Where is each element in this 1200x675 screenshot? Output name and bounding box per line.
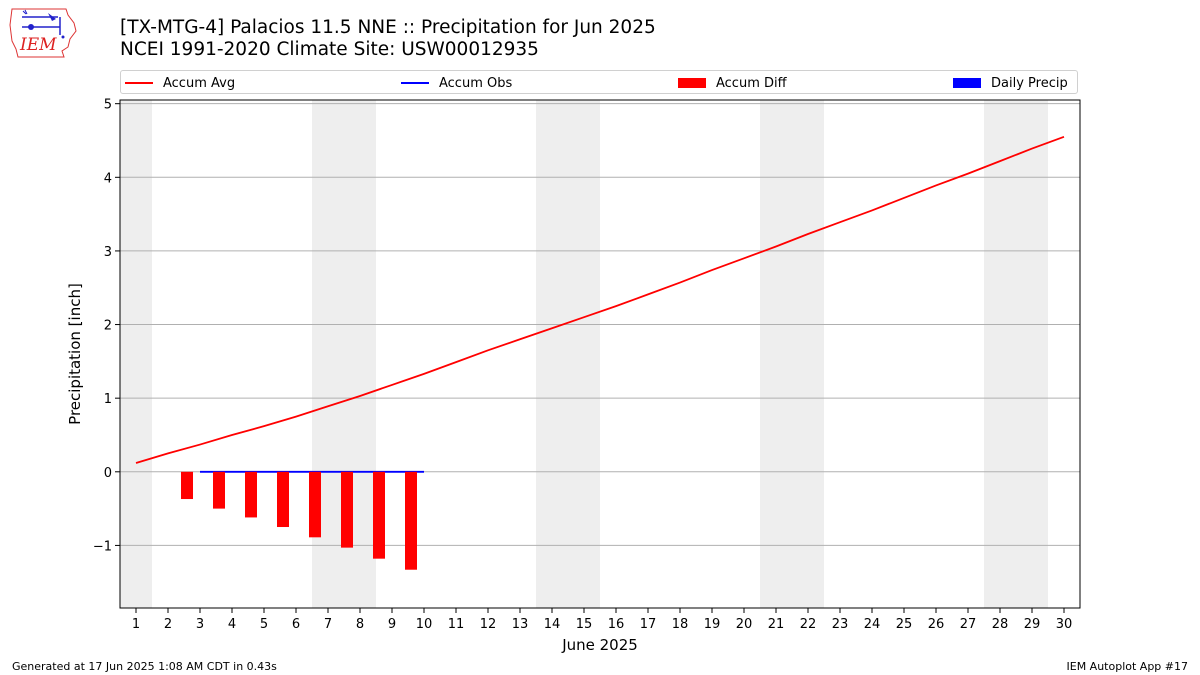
accum-diff-bar bbox=[213, 471, 225, 509]
plot-frame bbox=[119, 99, 1081, 609]
legend-swatch bbox=[678, 78, 706, 88]
accum-diff-bar bbox=[181, 471, 193, 500]
x-tick-label: 4 bbox=[228, 617, 236, 632]
x-tick-label: 3 bbox=[196, 617, 204, 632]
x-tick-label: 27 bbox=[960, 617, 977, 632]
x-tick-label: 23 bbox=[832, 617, 849, 632]
x-tick-label: 24 bbox=[864, 617, 881, 632]
accum-diff-bar bbox=[245, 471, 257, 518]
weekend-shading bbox=[536, 100, 600, 608]
y-tick-label: −1 bbox=[93, 539, 112, 554]
y-axis-label: Precipitation [inch] bbox=[66, 283, 84, 425]
legend-label: Accum Diff bbox=[716, 75, 787, 91]
x-tick-label: 30 bbox=[1056, 617, 1073, 632]
x-tick-label: 10 bbox=[416, 617, 433, 632]
legend-item-accum-diff: Accum Diff bbox=[678, 74, 787, 92]
legend-swatch bbox=[125, 82, 153, 84]
x-tick-label: 22 bbox=[800, 617, 817, 632]
accum-diff-bar bbox=[277, 471, 289, 528]
weekend-shading bbox=[984, 100, 1048, 608]
x-tick-label: 28 bbox=[992, 617, 1009, 632]
accum-avg-line bbox=[135, 135, 1065, 464]
legend-item-accum-avg: Accum Avg bbox=[125, 74, 235, 92]
x-tick-label: 21 bbox=[768, 617, 785, 632]
legend-item-accum-obs: Accum Obs bbox=[401, 74, 512, 92]
x-tick-label: 14 bbox=[544, 617, 561, 632]
weekend-shading bbox=[760, 100, 824, 608]
legend-item-daily-precip: Daily Precip bbox=[953, 74, 1068, 92]
x-tick-label: 29 bbox=[1024, 617, 1041, 632]
x-tick-label: 13 bbox=[512, 617, 529, 632]
legend: Accum Avg Accum Obs Accum Diff Daily Pre… bbox=[120, 70, 1078, 94]
legend-label: Accum Obs bbox=[439, 75, 513, 91]
y-tick-label: 2 bbox=[104, 319, 112, 334]
x-tick-label: 12 bbox=[480, 617, 497, 632]
legend-label: Accum Avg bbox=[163, 75, 236, 91]
x-tick-label: 7 bbox=[324, 617, 332, 632]
weekend-shading bbox=[120, 100, 152, 608]
legend-swatch bbox=[953, 78, 981, 88]
x-tick-label: 9 bbox=[388, 617, 396, 632]
x-tick-label: 1 bbox=[132, 617, 140, 632]
x-tick-label: 16 bbox=[608, 617, 625, 632]
y-tick-label: 4 bbox=[104, 171, 112, 186]
iem-logo: IEM bbox=[9, 8, 77, 58]
x-tick-label: 19 bbox=[704, 617, 721, 632]
legend-label: Daily Precip bbox=[991, 75, 1068, 91]
legend-swatch bbox=[401, 82, 429, 84]
x-tick-label: 20 bbox=[736, 617, 753, 632]
x-tick-label: 8 bbox=[356, 617, 364, 632]
y-tick-label: 3 bbox=[104, 245, 112, 260]
x-tick-label: 17 bbox=[640, 617, 657, 632]
generated-timestamp: Generated at 17 Jun 2025 1:08 AM CDT in … bbox=[12, 660, 277, 673]
x-tick-label: 18 bbox=[672, 617, 689, 632]
x-tick-label: 2 bbox=[164, 617, 172, 632]
x-tick-label: 6 bbox=[292, 617, 300, 632]
x-tick-label: 5 bbox=[260, 617, 268, 632]
iem-iowa-logo-icon bbox=[9, 8, 77, 58]
accum-diff-bar bbox=[405, 471, 417, 570]
app-credit: IEM Autoplot App #17 bbox=[1066, 660, 1189, 673]
accum-diff-bar bbox=[309, 471, 321, 538]
chart-title: [TX-MTG-4] Palacios 11.5 NNE :: Precipit… bbox=[120, 17, 656, 38]
logo-text: IEM bbox=[19, 35, 57, 55]
x-tick-label: 11 bbox=[448, 617, 465, 632]
x-tick-label: 26 bbox=[928, 617, 945, 632]
accum-diff-bar bbox=[373, 471, 385, 559]
y-tick-label: 0 bbox=[104, 466, 112, 481]
accum-diff-bar bbox=[341, 471, 353, 548]
x-tick-label: 15 bbox=[576, 617, 593, 632]
chart-subtitle: NCEI 1991-2020 Climate Site: USW00012935 bbox=[120, 39, 539, 60]
x-tick-label: 25 bbox=[896, 617, 913, 632]
y-tick-label: 1 bbox=[104, 392, 112, 407]
x-axis-label: June 2025 bbox=[561, 636, 638, 654]
y-tick-label: 5 bbox=[104, 98, 112, 113]
